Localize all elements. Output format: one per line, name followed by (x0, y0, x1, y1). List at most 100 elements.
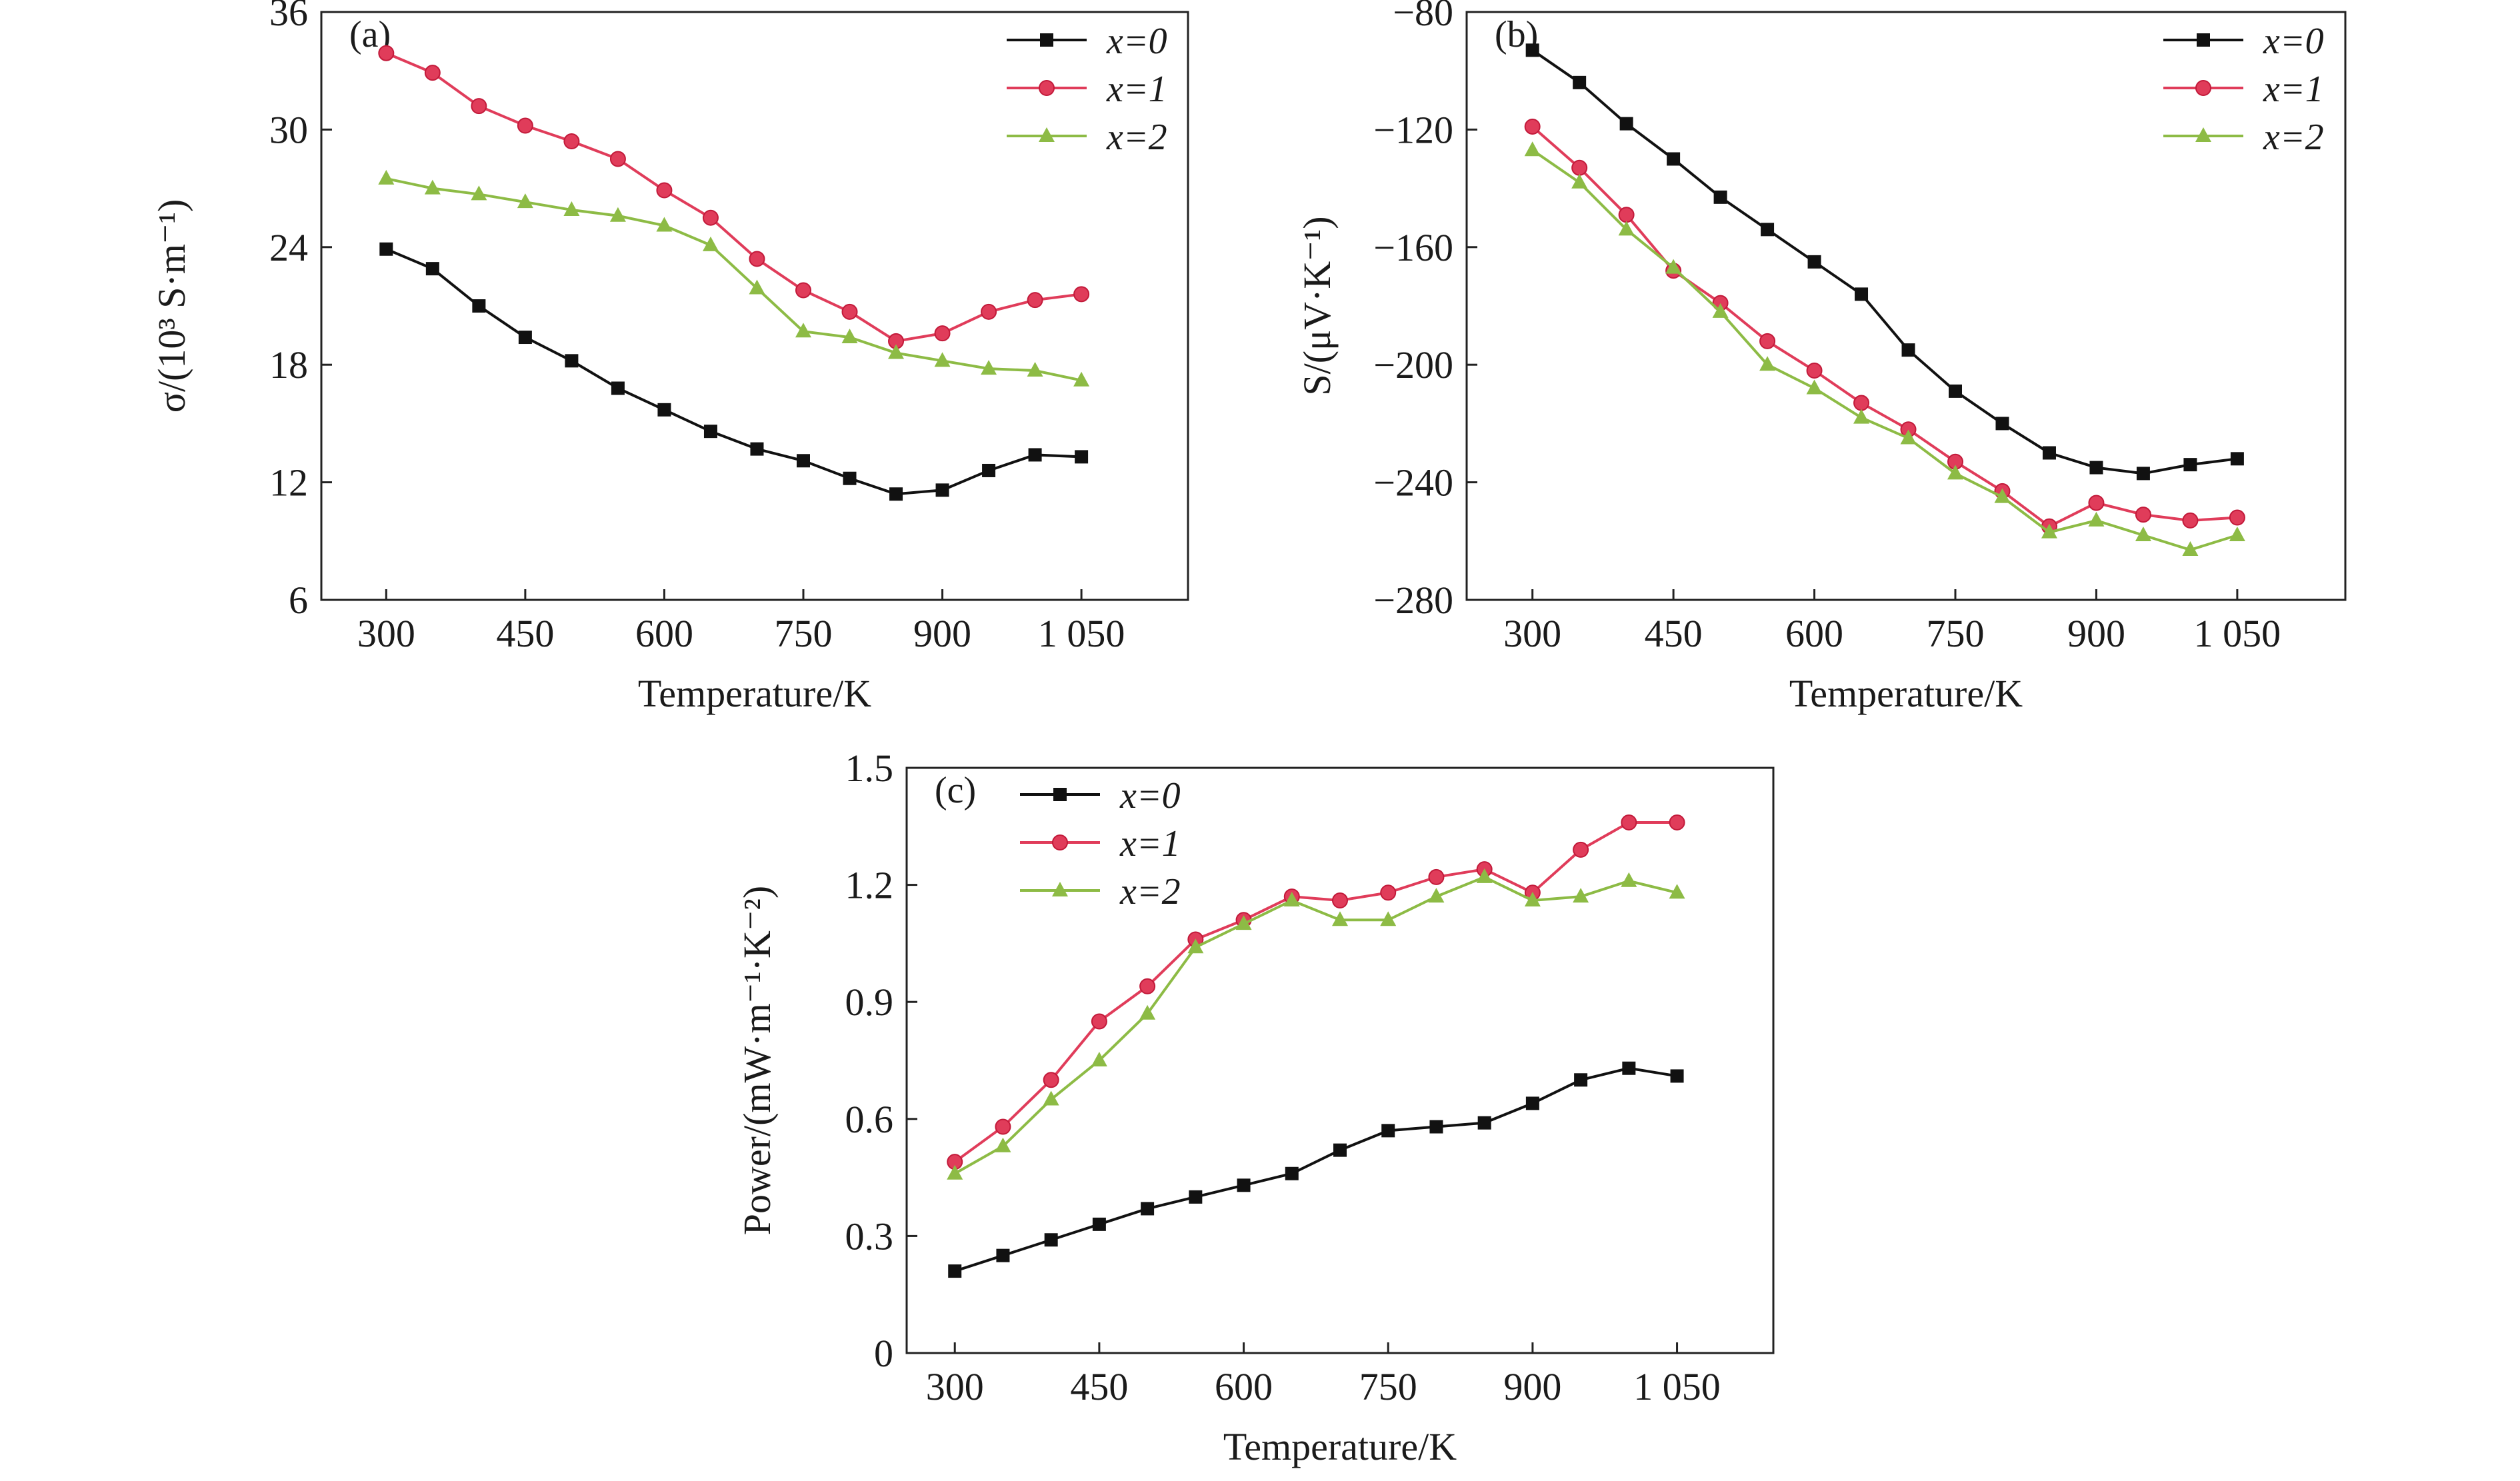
data-point (1237, 1178, 1251, 1192)
data-point (981, 303, 997, 320)
data-point (702, 236, 719, 251)
data-point (611, 381, 625, 395)
x-tick-label: 450 (1070, 1365, 1128, 1408)
x-tick-label: 600 (635, 612, 693, 655)
data-point (2230, 452, 2244, 466)
data-point (703, 425, 717, 439)
data-point (1524, 892, 1541, 907)
data-point (1028, 448, 1042, 462)
data-point (2183, 458, 2197, 472)
data-point (889, 487, 903, 501)
chart-panel-2: 300 450 600 750 900 1 050 −280 −240 −200 −160 −120… (1295, 0, 2347, 715)
data-point (2229, 509, 2245, 526)
legend-marker (2195, 80, 2211, 96)
data-point (1428, 868, 1445, 885)
data-point (1189, 1190, 1203, 1204)
data-point (1477, 1116, 1491, 1130)
y-tick-label: 1.2 (845, 864, 894, 907)
data-point (1806, 379, 1823, 395)
x-tick-label: 300 (357, 612, 415, 655)
series-line (1531, 125, 2238, 529)
x-tick-label: 750 (774, 612, 832, 655)
data-point (656, 182, 673, 199)
data-point (1091, 1052, 1107, 1066)
data-point (1380, 911, 1397, 926)
series-line (954, 820, 1677, 1163)
y-tick-label: −280 (1373, 579, 1453, 622)
data-point (1571, 159, 1588, 176)
legend-label: x=0 (1106, 21, 1167, 62)
data-point (1618, 221, 1635, 236)
legend-label: x=0 (2263, 21, 2324, 62)
data-point (1619, 117, 1633, 131)
data-point (1573, 888, 1589, 903)
data-point (379, 242, 393, 256)
data-point (1712, 303, 1729, 318)
data-point (2088, 511, 2105, 527)
data-point (1043, 1072, 1059, 1088)
data-point (1949, 384, 1963, 398)
data-point (1759, 356, 1776, 371)
data-point (471, 98, 487, 115)
data-point (1621, 872, 1637, 887)
y-tick-label: 6 (289, 579, 308, 622)
legend-label: x=2 (1106, 117, 1167, 158)
data-point (1853, 395, 1870, 411)
series-line (385, 51, 1082, 343)
data-point (2041, 523, 2057, 539)
data-point (1806, 363, 1823, 379)
x-tick-label: 450 (1645, 612, 1703, 655)
data-point (1669, 884, 1685, 899)
series-x-1 (378, 45, 1090, 349)
data-point (1429, 1120, 1443, 1134)
legend-marker (1039, 80, 1055, 96)
data-point (425, 262, 439, 276)
data-point (378, 169, 395, 185)
data-point (1235, 915, 1252, 930)
data-point (1044, 1233, 1058, 1247)
legend-entry: x=2 (1020, 871, 1181, 912)
series-line (954, 875, 1678, 1175)
data-point (1073, 371, 1090, 387)
data-point (1285, 1166, 1299, 1180)
data-point (795, 323, 811, 338)
data-point (1574, 1073, 1588, 1087)
data-point (517, 117, 533, 134)
y-tick-label: 30 (269, 108, 308, 151)
data-point (1621, 814, 1637, 830)
legend-entry: x=0 (1007, 21, 1167, 62)
data-point (657, 403, 671, 417)
series-line (1531, 149, 2238, 552)
x-tick-label: 900 (913, 612, 971, 655)
x-tick-label: 1 050 (1633, 1365, 1721, 1408)
data-point (2135, 507, 2151, 523)
x-tick-label: 300 (926, 1365, 984, 1408)
x-tick-label: 750 (1359, 1365, 1417, 1408)
series-x-2 (378, 169, 1090, 387)
data-point (1669, 814, 1685, 830)
data-point (2229, 526, 2245, 541)
data-point (1573, 841, 1589, 858)
y-axis-label: σ/(10³ S·m⁻¹) (150, 199, 193, 413)
x-tick-label: 300 (1503, 612, 1561, 655)
data-point (1332, 892, 1348, 909)
data-point (1573, 75, 1587, 89)
data-point (1995, 417, 2009, 431)
y-tick-label: 0.9 (845, 980, 894, 1024)
data-point (1947, 465, 1964, 480)
series-x-0 (379, 242, 1089, 501)
data-point (1994, 488, 2011, 503)
data-point (1283, 892, 1300, 907)
legend-marker (1052, 834, 1068, 850)
plot-frame (1465, 11, 2347, 601)
legend-marker (1052, 882, 1068, 896)
data-point (1524, 118, 1541, 135)
chart-panel-3: 300 450 600 750 900 1 050 0 0.3 0.6 0.9 1.2 1.5 Temp… (735, 746, 1775, 1468)
y-axis-label: Power/(mW·m⁻¹·K⁻²) (735, 886, 779, 1235)
data-point (947, 1164, 963, 1180)
series-x-2 (1524, 141, 2245, 557)
data-point (702, 209, 719, 226)
data-point (1667, 152, 1681, 166)
data-point (1713, 190, 1727, 204)
